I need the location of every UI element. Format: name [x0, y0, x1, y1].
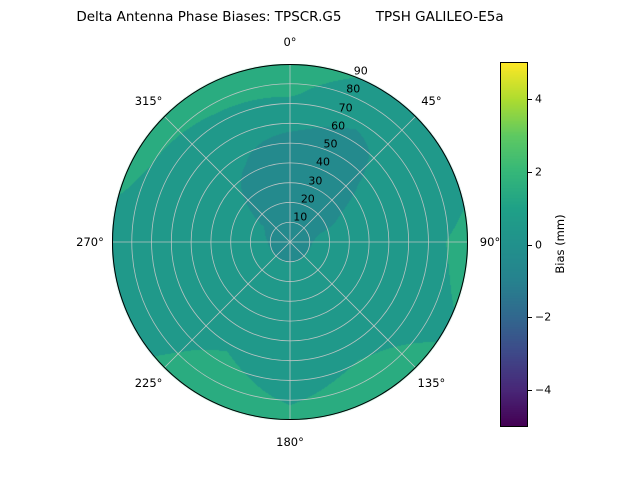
- colorbar-tick-label: 2: [535, 165, 542, 179]
- colorbar-gradient: [500, 62, 528, 427]
- colorbar-tick-label: −4: [535, 383, 552, 397]
- colorbar-tick-label: −2: [535, 310, 552, 324]
- colorbar-tick-label: 0: [535, 238, 542, 251]
- theta-tick-label: 0°: [283, 35, 297, 49]
- colorbar-tickmark: [528, 99, 532, 101]
- colorbar-axis-label: Bias (mm): [553, 214, 567, 274]
- chart-title: Delta Antenna Phase Biases: TPSCR.G5 TPS…: [76, 9, 504, 25]
- colorbar-tick-label: 4: [535, 92, 542, 106]
- polar-grid-overlay: [112, 64, 468, 420]
- colorbar: 4 2 0 −2 −4 Bias (mm): [500, 62, 590, 429]
- theta-gridline: [289, 115, 417, 243]
- polar-plot: [112, 64, 468, 420]
- colorbar-tickmark: [528, 317, 532, 319]
- theta-gridline: [289, 241, 417, 369]
- colorbar-tickmark: [528, 389, 532, 391]
- polar-outline: [112, 64, 468, 420]
- colorbar-tickmark: [528, 171, 532, 173]
- theta-tick-label: 180°: [276, 435, 304, 449]
- theta-tick-label: 270°: [76, 235, 104, 249]
- colorbar-tickmark: [528, 244, 532, 246]
- theta-gridline: [163, 115, 291, 243]
- theta-tick-label: 90°: [479, 235, 501, 249]
- theta-gridline: [163, 241, 291, 369]
